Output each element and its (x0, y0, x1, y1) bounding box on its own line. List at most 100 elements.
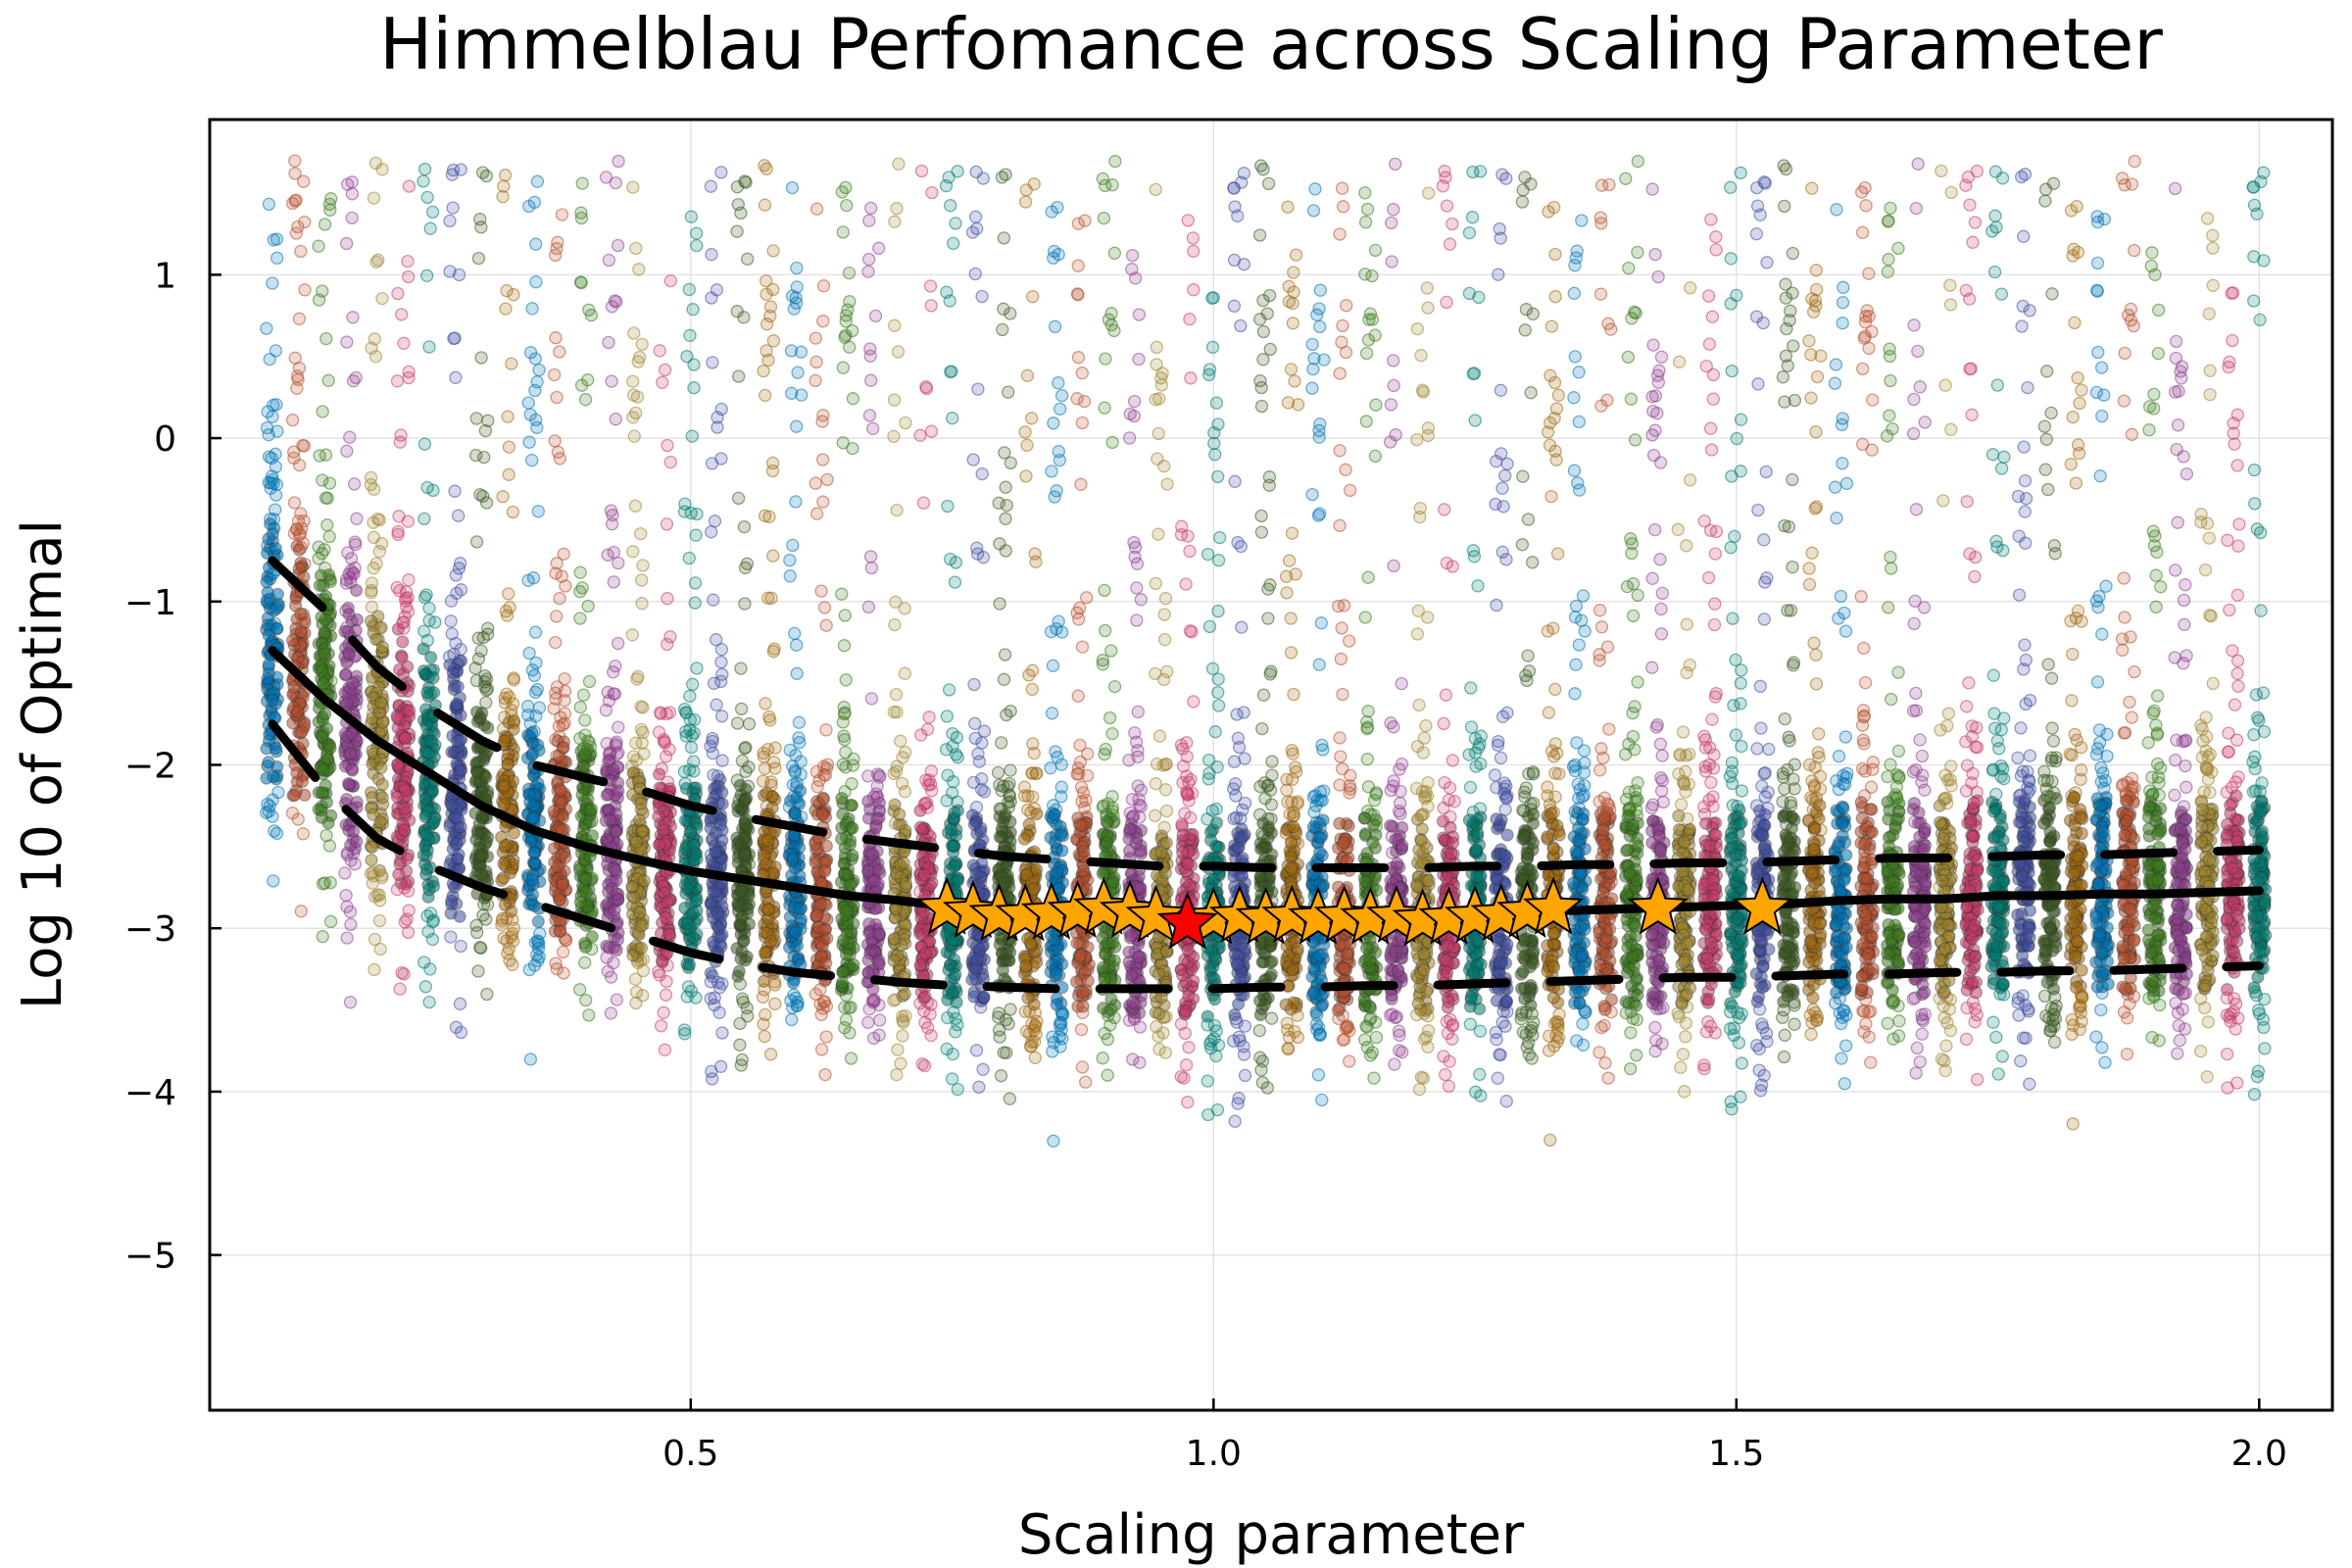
scatter-point (506, 505, 520, 519)
scatter-column (1122, 248, 1149, 1069)
scatter-point (1183, 544, 1197, 559)
scatter-point (469, 412, 483, 425)
scatter-point (946, 726, 959, 741)
scatter-point (507, 673, 520, 687)
scatter-point (991, 765, 1005, 780)
scatter-point (315, 810, 329, 824)
scatter-point (626, 949, 640, 962)
scatter-point (892, 157, 906, 171)
scatter-point (339, 888, 353, 903)
scatter-point (898, 987, 912, 1002)
scatter-point (288, 351, 302, 365)
scatter-point (292, 458, 307, 472)
scatter-point (270, 251, 284, 265)
scatter-point (997, 672, 1011, 686)
scatter-point (398, 915, 412, 929)
scatter-point (1076, 864, 1091, 878)
scatter-point (427, 815, 441, 829)
scatter-point (789, 925, 803, 940)
scatter-point (1076, 986, 1090, 1000)
scatter-point (350, 834, 364, 849)
scatter-point (346, 676, 360, 690)
scatter-point (788, 626, 802, 641)
scatter-point (346, 374, 361, 388)
scatter-point (1020, 438, 1034, 452)
scatter-point (452, 268, 466, 282)
scatter-column (834, 180, 860, 1065)
scatter-point (290, 766, 304, 780)
scatter-point (318, 562, 332, 575)
scatter-point (394, 428, 408, 442)
scatter-point (1126, 1053, 1140, 1066)
scatter-point (1150, 358, 1163, 371)
scatter-point (1022, 668, 1036, 682)
scatter-point (896, 1029, 909, 1043)
scatter-point (610, 824, 623, 838)
scatter-point (1156, 1026, 1170, 1040)
scatter-point (629, 835, 644, 849)
scatter-point (682, 957, 697, 971)
scatter-point (734, 662, 748, 675)
scatter-point (629, 241, 643, 256)
scatter-point (1077, 844, 1091, 858)
scatter-point (609, 863, 622, 878)
scatter-point (576, 741, 591, 756)
scatter-point (837, 933, 851, 948)
scatter-point (625, 879, 640, 894)
scatter-point (339, 667, 353, 681)
scatter-point (445, 627, 459, 641)
scatter-point (294, 905, 308, 918)
scatter-point (944, 365, 957, 379)
scatter-point (835, 791, 849, 806)
scatter-point (501, 947, 514, 960)
scatter-point (738, 597, 752, 611)
scatter-column (782, 180, 808, 1027)
scatter-point (498, 839, 512, 853)
scatter-point (678, 776, 692, 791)
scatter-point (373, 894, 387, 907)
scatter-point (861, 600, 876, 614)
scatter-point (976, 1062, 990, 1076)
scatter-point (525, 302, 539, 316)
scatter-point (318, 543, 331, 557)
scatter-point (1096, 1052, 1109, 1065)
scatter-point (846, 849, 859, 862)
scatter-point (1045, 707, 1059, 720)
scatter-point (1070, 606, 1084, 619)
scatter-point (742, 858, 756, 871)
scatter-point (1154, 846, 1168, 859)
scatter-point (398, 731, 412, 745)
scatter-point (968, 731, 982, 746)
scatter-point (917, 1004, 931, 1018)
scatter-point (890, 706, 904, 719)
scatter-point (1150, 757, 1164, 771)
scatter-point (887, 766, 901, 781)
scatter-point (603, 812, 617, 826)
scatter-point (661, 895, 674, 909)
scatter-point (528, 352, 542, 366)
scatter-point (1077, 394, 1092, 409)
scatter-point (287, 788, 302, 802)
scatter-column (573, 176, 600, 1022)
scatter-point (846, 821, 859, 835)
scatter-point (1004, 795, 1017, 808)
scatter-point (375, 291, 389, 306)
scatter-point (835, 587, 849, 601)
scatter-point (1074, 780, 1089, 794)
scatter-point (862, 252, 876, 267)
scatter-point (422, 883, 436, 897)
scatter-point (995, 736, 1008, 750)
scatter-point (523, 1053, 538, 1066)
scatter-column (756, 159, 782, 1061)
scatter-point (736, 935, 751, 949)
scatter-point (610, 993, 624, 1006)
scatter-point (977, 785, 992, 799)
scatter-point (971, 382, 985, 396)
scatter-point (715, 785, 729, 800)
scatter-point (685, 429, 699, 443)
scatter-point (652, 838, 666, 852)
scatter-point (267, 769, 280, 784)
scatter-point (687, 755, 701, 768)
scatter-point (816, 808, 830, 821)
scatter-point (1004, 456, 1017, 470)
